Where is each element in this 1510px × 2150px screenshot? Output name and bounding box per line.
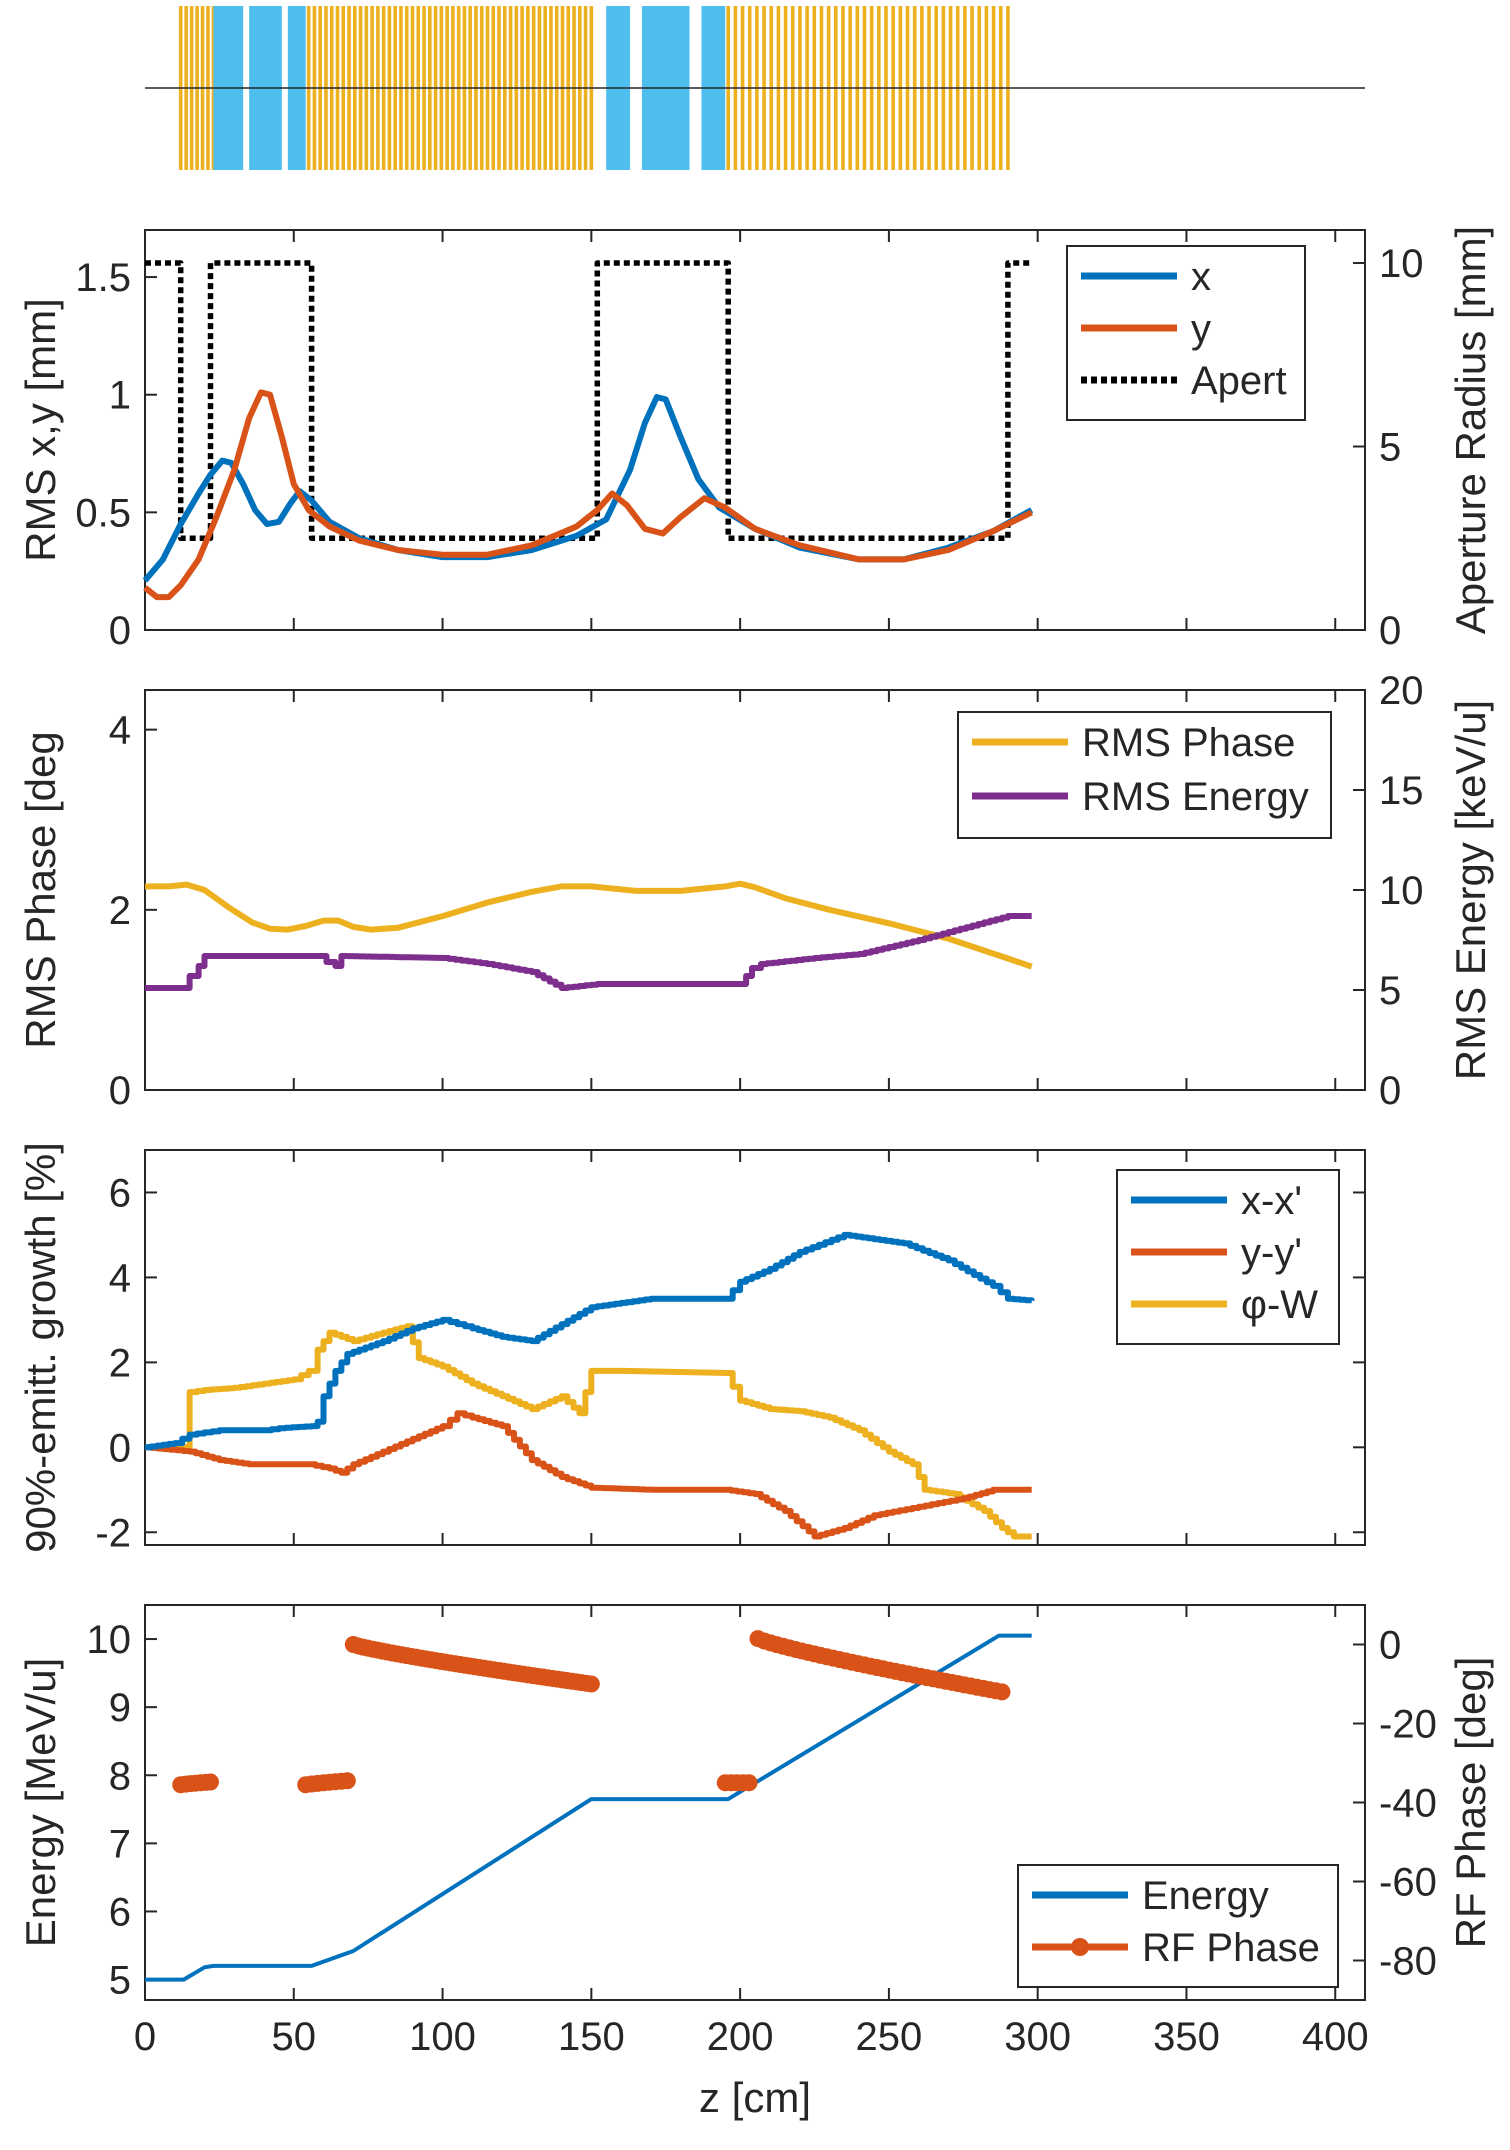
y-tick-label: 1.5 bbox=[75, 256, 131, 300]
y2-axis-label: Aperture Radius [mm] bbox=[1447, 226, 1494, 634]
series-y bbox=[143, 389, 1034, 601]
legend-entry: x-x' bbox=[1241, 1179, 1302, 1223]
legend-entry: y bbox=[1191, 307, 1211, 351]
legend-entry: y-y' bbox=[1241, 1231, 1302, 1275]
panel-energy-rf-phase: 0 50 100 150 200 250 300 350 400 5 6 7 8 9 10 -80 -60 -40… bbox=[17, 1604, 1494, 2121]
y-tick-label: 8 bbox=[109, 1754, 131, 1798]
x-tick-label: 250 bbox=[856, 2015, 923, 2059]
y2-tick-label: 20 bbox=[1379, 669, 1424, 713]
rf-phase-point bbox=[201, 1773, 219, 1791]
x-tick-label: 100 bbox=[409, 2015, 476, 2059]
y-axis-label: RMS x,y [mm] bbox=[17, 298, 64, 562]
y2-axis-label: RMS Energy [keV/u] bbox=[1447, 700, 1494, 1080]
y-tick-label: 0 bbox=[109, 609, 131, 653]
rf-phase-point bbox=[993, 1683, 1011, 1701]
y-tick-label: 10 bbox=[87, 1618, 132, 1662]
y-tick-label: 5 bbox=[109, 1959, 131, 2003]
y2-tick-label: -80 bbox=[1379, 1940, 1437, 1984]
legend-marker bbox=[1071, 1938, 1089, 1956]
x-tick-label: 200 bbox=[707, 2015, 774, 2059]
series-phi-w bbox=[145, 1323, 1032, 1540]
y-tick-label: -2 bbox=[95, 1511, 131, 1555]
legend-entry: Apert bbox=[1191, 359, 1287, 403]
x-tick-label: 300 bbox=[1004, 2015, 1071, 2059]
y-tick-label: 0.5 bbox=[75, 491, 131, 535]
legend-entry: RMS Energy bbox=[1082, 775, 1309, 819]
y2-tick-label: 5 bbox=[1379, 426, 1401, 470]
legend-box bbox=[957, 711, 1332, 839]
y2-tick-label: -20 bbox=[1379, 1703, 1437, 1747]
y2-tick-label: 10 bbox=[1379, 869, 1424, 913]
y2-tick-label: -40 bbox=[1379, 1782, 1437, 1826]
panel-emittance-growth: -2 0 2 4 6 90%-emitt. growth [%] x-x' y-y' φ-W bbox=[17, 1142, 1366, 1555]
y-tick-label: 0 bbox=[109, 1426, 131, 1470]
y2-tick-label: 15 bbox=[1379, 769, 1424, 813]
legend-entry: x bbox=[1191, 255, 1211, 299]
y2-tick-label: 10 bbox=[1379, 242, 1424, 286]
x-tick-label: 0 bbox=[134, 2015, 156, 2059]
x-axis-label: z [cm] bbox=[699, 2074, 811, 2121]
legend-box bbox=[1017, 1864, 1339, 1988]
panel-rms-phase-energy: 0 2 4 0 5 10 15 20 RMS Phase [deg RMS Energy [keV… bbox=[17, 669, 1494, 1113]
y2-tick-label: -60 bbox=[1379, 1861, 1437, 1905]
y-tick-label: 4 bbox=[109, 709, 131, 753]
y-tick-label: 2 bbox=[109, 1341, 131, 1385]
x-tick-label: 350 bbox=[1153, 2015, 1220, 2059]
legend-entry: RMS Phase bbox=[1082, 721, 1295, 765]
beamline-layout bbox=[145, 6, 1365, 170]
rf-phase-point bbox=[740, 1774, 758, 1792]
y-tick-label: 0 bbox=[109, 1069, 131, 1113]
series-x-xp bbox=[145, 1231, 1035, 1451]
y-axis-label: RMS Phase [deg bbox=[17, 731, 64, 1049]
y-tick-label: 9 bbox=[109, 1686, 131, 1730]
y2-tick-label: 0 bbox=[1379, 1624, 1401, 1668]
series-energy bbox=[145, 1633, 1032, 1982]
x-tick-label: 50 bbox=[272, 2015, 317, 2059]
y-tick-label: 4 bbox=[109, 1256, 131, 1300]
y2-tick-label: 0 bbox=[1379, 1069, 1401, 1113]
legend-entry: RF Phase bbox=[1142, 1926, 1320, 1970]
y-tick-label: 6 bbox=[109, 1171, 131, 1215]
panel-rms-size: 0 0.5 1 1.5 0 5 10 RMS x,y [mm] Aperture Radius … bbox=[17, 226, 1494, 653]
y-tick-label: 1 bbox=[109, 374, 131, 418]
y2-axis-label: RF Phase [deg] bbox=[1447, 1657, 1494, 1949]
series-rms-phase bbox=[145, 880, 1033, 970]
x-tick-label: 400 bbox=[1302, 2015, 1369, 2059]
rf-phase-point bbox=[338, 1772, 356, 1790]
series-rms-energy bbox=[145, 913, 1032, 991]
y-tick-label: 2 bbox=[109, 889, 131, 933]
y-tick-label: 7 bbox=[109, 1822, 131, 1866]
y2-tick-label: 0 bbox=[1379, 609, 1401, 653]
series-apert bbox=[145, 260, 1032, 542]
y2-tick-label: 5 bbox=[1379, 969, 1401, 1013]
series-y-yp bbox=[145, 1410, 1032, 1540]
legend-entry: Energy bbox=[1142, 1874, 1269, 1918]
y-axis-label: 90%-emitt. growth [%] bbox=[17, 1142, 64, 1553]
legend-entry: φ-W bbox=[1241, 1283, 1318, 1327]
rf-phase-point bbox=[582, 1675, 600, 1693]
y-axis-label: Energy [MeV/u] bbox=[17, 1658, 64, 1947]
x-tick-label: 150 bbox=[558, 2015, 625, 2059]
y-tick-label: 6 bbox=[109, 1890, 131, 1934]
